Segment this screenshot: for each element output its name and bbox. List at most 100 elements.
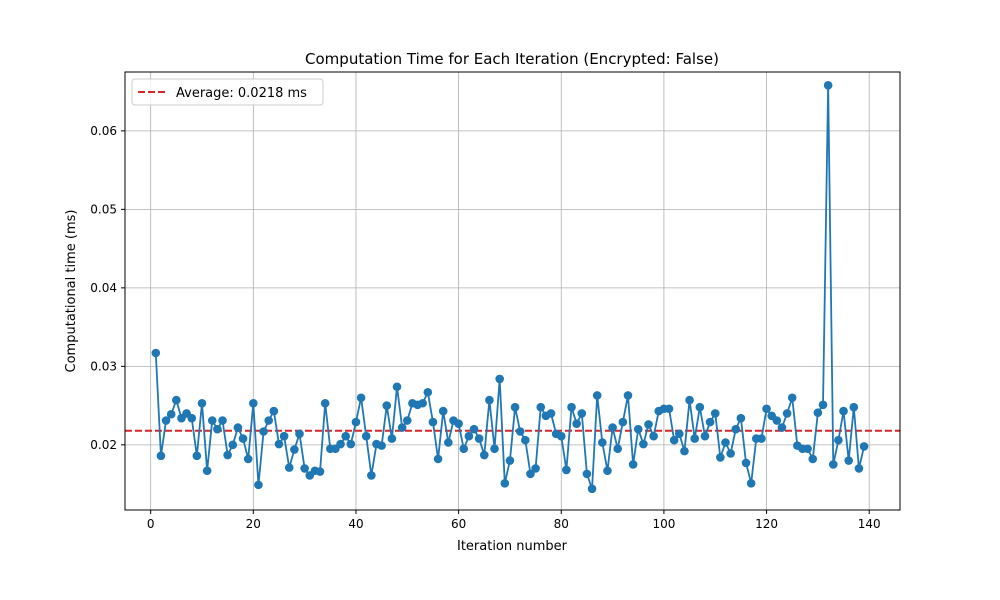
data-point: [336, 439, 345, 449]
x-tick-label: 100: [652, 517, 675, 531]
data-point: [577, 409, 587, 418]
data-point: [834, 435, 843, 445]
data-point: [428, 417, 438, 427]
data-point: [264, 416, 274, 425]
data-point: [397, 423, 407, 432]
data-point: [649, 431, 658, 441]
data-point: [269, 406, 279, 416]
data-point: [823, 81, 833, 90]
x-tick-label: 20: [246, 517, 261, 531]
data-point: [546, 409, 556, 418]
data-point: [782, 409, 792, 418]
data-point: [202, 466, 212, 476]
data-point: [228, 440, 238, 450]
grid-lines: [125, 72, 900, 510]
data-point: [233, 423, 243, 432]
data-point: [587, 484, 597, 494]
data-point: [669, 435, 679, 445]
data-point: [664, 404, 674, 414]
data-point: [444, 438, 453, 447]
data-point: [582, 469, 592, 479]
data-point: [382, 401, 392, 410]
data-point: [469, 424, 479, 434]
data-point: [259, 427, 268, 436]
data-point: [608, 423, 617, 432]
data-point: [849, 402, 859, 412]
series-group: [151, 81, 869, 494]
plot-area-frame: [124, 71, 901, 511]
data-point: [438, 406, 448, 416]
data-point: [187, 413, 197, 423]
data-point: [197, 398, 207, 408]
data-point: [361, 431, 371, 441]
data-point: [284, 463, 294, 472]
data-point: [243, 454, 253, 464]
data-point: [433, 454, 443, 464]
data-point: [839, 406, 848, 416]
data-point: [300, 464, 309, 473]
data-point: [787, 393, 797, 403]
data-point: [644, 420, 653, 429]
data-point: [505, 456, 515, 465]
data-point: [705, 417, 715, 427]
data-point: [315, 467, 325, 476]
x-tick-label: 60: [451, 517, 466, 531]
data-point: [592, 391, 602, 400]
legend: Average: 0.0218 ms: [131, 78, 324, 106]
data-point: [249, 398, 258, 408]
data-point: [762, 404, 771, 414]
data-point: [685, 395, 694, 405]
data-point: [515, 427, 525, 436]
data-point: [346, 439, 356, 449]
data-point: [680, 446, 689, 456]
data-point: [731, 424, 741, 434]
data-point: [613, 444, 623, 454]
data-point: [633, 424, 643, 434]
data-point: [716, 453, 725, 462]
data-point: [218, 416, 227, 425]
data-point: [459, 444, 469, 454]
data-point: [675, 429, 684, 439]
data-point: [161, 416, 171, 425]
data-point: [351, 417, 361, 427]
data-point: [274, 439, 284, 449]
data-point: [418, 398, 427, 408]
data-point: [603, 466, 612, 476]
data-point: [238, 434, 248, 443]
data-point: [803, 444, 812, 454]
y-tick-label: 0.03: [90, 359, 117, 373]
data-point: [639, 439, 648, 449]
x-tick-label: 40: [348, 517, 363, 531]
y-tick-label: 0.04: [90, 281, 117, 295]
data-point: [510, 402, 520, 412]
data-point: [320, 398, 330, 408]
data-point: [402, 416, 412, 425]
data-point: [526, 469, 535, 479]
data-point: [223, 450, 232, 460]
data-point: [479, 450, 489, 460]
y-axis-ticks: 0.02 0.03 0.04 0.05 0.06: [90, 124, 125, 452]
data-point: [474, 434, 484, 443]
x-tick-label: 140: [858, 517, 881, 531]
data-point: [572, 419, 581, 428]
x-tick-label: 120: [755, 517, 778, 531]
data-point: [213, 424, 222, 434]
data-point: [741, 458, 751, 468]
data-point: [490, 444, 499, 454]
data-point: [726, 449, 735, 458]
y-tick-label: 0.06: [90, 124, 117, 138]
data-point: [562, 465, 571, 475]
data-point: [844, 456, 853, 465]
data-point: [531, 464, 540, 473]
data-point: [700, 431, 710, 441]
data-point: [628, 460, 638, 469]
legend-box: [131, 78, 324, 106]
data-point: [500, 479, 510, 488]
data-point: [485, 395, 494, 405]
legend-average-label: Average: 0.0218 ms: [176, 86, 307, 101]
chart-title: Computation Time for Each Iteration (Enc…: [305, 50, 719, 68]
data-point: [710, 409, 720, 418]
data-point: [623, 391, 633, 400]
x-tick-label: 0: [147, 517, 155, 531]
data-point: [367, 471, 376, 480]
